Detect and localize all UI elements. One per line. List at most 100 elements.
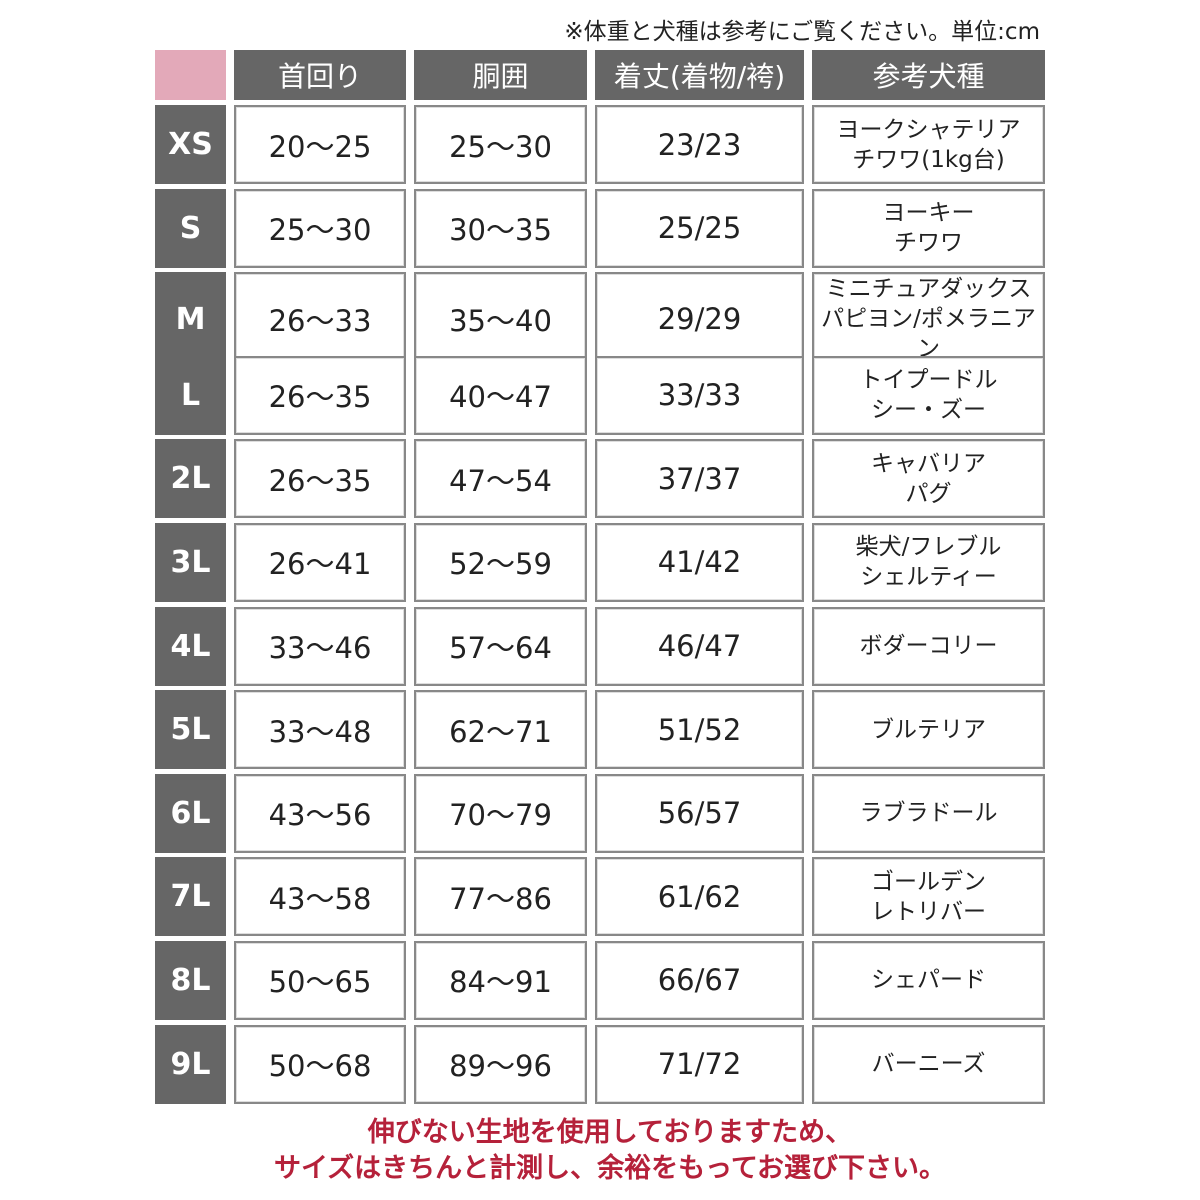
length-value: 71/72 xyxy=(595,1024,804,1104)
breed-name: チワワ xyxy=(894,230,963,257)
neck-value: 33〜48 xyxy=(234,690,406,770)
breed-cell: トイプードル シー・ズー xyxy=(812,355,1045,435)
breed-name: パピヨン/ポメラニアン xyxy=(821,306,1036,363)
chest-value: 52〜59 xyxy=(414,522,587,602)
neck-value: 26〜33 xyxy=(234,272,406,367)
footer-warning: 伸びない生地を使用しておりますため、 サイズはきちんと計測し、余裕をもってお選び… xyxy=(0,1115,1200,1187)
table-row: 7L 43〜58 77〜86 61/62 ゴールデン レトリバー xyxy=(155,857,1045,937)
chest-value: 77〜86 xyxy=(414,857,587,937)
neck-value: 33〜46 xyxy=(234,606,406,686)
size-label: 2L xyxy=(155,439,226,519)
breed-name: レトリバー xyxy=(871,898,986,925)
table-row: M 26〜33 35〜40 29/29 ミニチュアダックス パピヨン/ポメラニアン xyxy=(155,272,1045,367)
size-label: 5L xyxy=(155,690,226,770)
breed-name: ヨークシャテリア xyxy=(836,116,1021,143)
breed-cell: バーニーズ xyxy=(812,1024,1045,1104)
table-row: S 25〜30 30〜35 25/25 ヨーキー チワワ xyxy=(155,188,1045,268)
length-value: 25/25 xyxy=(595,188,804,268)
size-label: M xyxy=(155,272,226,367)
length-value: 41/42 xyxy=(595,522,804,602)
breed-name: シェルティー xyxy=(860,564,997,591)
unit-note: ※体重と犬種は参考にご覧ください。単位:cm xyxy=(564,19,1040,45)
table-row: 2L 26〜35 47〜54 37/37 キャバリア パグ xyxy=(155,439,1045,519)
chest-value: 25〜30 xyxy=(414,105,587,184)
table-row: 5L 33〜48 62〜71 51/52 ブルテリア xyxy=(155,690,1045,770)
length-value: 29/29 xyxy=(595,272,804,367)
length-value: 37/37 xyxy=(595,439,804,519)
chest-value: 30〜35 xyxy=(414,188,587,268)
footer-line-2: サイズはきちんと計測し、余裕をもってお選び下さい。 xyxy=(273,1153,947,1184)
breed-name: ラブラドール xyxy=(859,800,998,827)
size-label: 9L xyxy=(155,1024,226,1104)
table-row: 6L 43〜56 70〜79 56/57 ラブラドール xyxy=(155,773,1045,853)
header-length: 着丈(着物/袴) xyxy=(595,50,804,100)
header-breed: 参考犬種 xyxy=(812,50,1045,100)
breed-cell: キャバリア パグ xyxy=(812,439,1045,519)
length-value: 33/33 xyxy=(595,355,804,435)
size-label: 4L xyxy=(155,606,226,686)
breed-cell: ボダーコリー xyxy=(812,606,1045,686)
breed-name: キャバリア xyxy=(871,450,986,477)
length-value: 51/52 xyxy=(595,690,804,770)
chest-value: 70〜79 xyxy=(414,773,587,853)
breed-name: バーニーズ xyxy=(871,1051,986,1078)
length-value: 56/57 xyxy=(595,773,804,853)
size-label: XS xyxy=(155,105,226,184)
length-value: 61/62 xyxy=(595,857,804,937)
size-label: S xyxy=(155,188,226,268)
corner-cell xyxy=(155,50,226,100)
header-chest: 胴囲 xyxy=(414,50,587,100)
table-row: L 26〜35 40〜47 33/33 トイプードル シー・ズー xyxy=(155,355,1045,435)
chest-value: 40〜47 xyxy=(414,355,587,435)
chest-value: 84〜91 xyxy=(414,940,587,1020)
size-label: 6L xyxy=(155,773,226,853)
neck-value: 26〜35 xyxy=(234,355,406,435)
table-row: 8L 50〜65 84〜91 66/67 シェパード xyxy=(155,940,1045,1020)
chest-value: 57〜64 xyxy=(414,606,587,686)
neck-value: 50〜65 xyxy=(234,940,406,1020)
chest-value: 62〜71 xyxy=(414,690,587,770)
breed-cell: ヨークシャテリア チワワ(1kg台) xyxy=(812,105,1045,184)
size-label: 3L xyxy=(155,522,226,602)
chest-value: 47〜54 xyxy=(414,439,587,519)
breed-name: シェパード xyxy=(871,967,986,994)
breed-name: パグ xyxy=(905,480,952,507)
breed-cell: ラブラドール xyxy=(812,773,1045,853)
header-neck: 首回り xyxy=(234,50,406,100)
neck-value: 26〜35 xyxy=(234,439,406,519)
breed-name: チワワ(1kg台) xyxy=(852,146,1005,173)
neck-value: 25〜30 xyxy=(234,188,406,268)
chest-value: 89〜96 xyxy=(414,1024,587,1104)
neck-value: 26〜41 xyxy=(234,522,406,602)
breed-cell: シェパード xyxy=(812,940,1045,1020)
table-row: 9L 50〜68 89〜96 71/72 バーニーズ xyxy=(155,1024,1045,1104)
breed-cell: ブルテリア xyxy=(812,690,1045,770)
length-value: 66/67 xyxy=(595,940,804,1020)
breed-name: トイプードル xyxy=(859,367,998,394)
size-label: L xyxy=(155,355,226,435)
table-row: XS 20〜25 25〜30 23/23 ヨークシャテリア チワワ(1kg台) xyxy=(155,105,1045,184)
table-row: 3L 26〜41 52〜59 41/42 柴犬/フレブル シェルティー xyxy=(155,522,1045,602)
length-value: 23/23 xyxy=(595,105,804,184)
footer-line-1: 伸びない生地を使用しておりますため、 xyxy=(367,1117,853,1148)
size-table: XS 20〜25 25〜30 23/23 ヨークシャテリア チワワ(1kg台) S 25〜30… xyxy=(155,105,1045,1108)
neck-value: 43〜56 xyxy=(234,773,406,853)
table-row: 4L 33〜46 57〜64 46/47 ボダーコリー xyxy=(155,606,1045,686)
size-label: 8L xyxy=(155,940,226,1020)
breed-name: ヨーキー xyxy=(882,200,975,227)
breed-name: ミニチュアダックス xyxy=(825,276,1032,303)
breed-cell: 柴犬/フレブル シェルティー xyxy=(812,522,1045,602)
breed-name: ボダーコリー xyxy=(859,633,998,660)
size-label: 7L xyxy=(155,857,226,937)
breed-name: シー・ズー xyxy=(871,397,986,424)
breed-cell: ミニチュアダックスパピヨン/ポメラニアン xyxy=(812,272,1045,367)
breed-name: 柴犬/フレブル xyxy=(855,534,1002,561)
breed-name: ゴールデン xyxy=(871,868,986,895)
length-value: 46/47 xyxy=(595,606,804,686)
chest-value: 35〜40 xyxy=(414,272,587,367)
breed-cell: ヨーキー チワワ xyxy=(812,188,1045,268)
neck-value: 20〜25 xyxy=(234,105,406,184)
neck-value: 50〜68 xyxy=(234,1024,406,1104)
breed-cell: ゴールデンレトリバー xyxy=(812,857,1045,937)
table-header: 首回り 胴囲 着丈(着物/袴) 参考犬種 xyxy=(155,50,1045,100)
